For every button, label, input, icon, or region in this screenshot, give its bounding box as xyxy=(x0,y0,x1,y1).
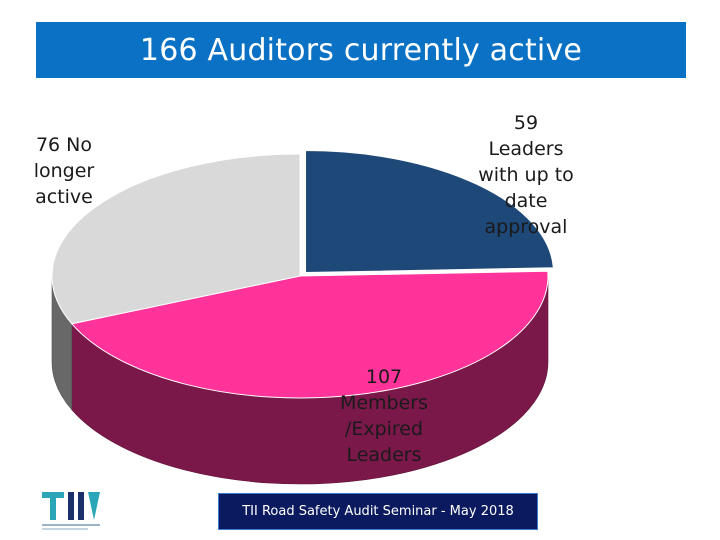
slice-label-no-longer-active: 76 No longer active xyxy=(33,134,95,208)
pie-slice-107-members-expired-leaders xyxy=(70,270,549,399)
slide-title: 166 Auditors currently active xyxy=(139,32,583,68)
pie-slice-59-leaders-with-up-to-date-approval xyxy=(305,150,554,274)
footer-text: TII Road Safety Audit Seminar - May 2018 xyxy=(242,504,514,519)
pie-slices xyxy=(51,150,554,399)
slice-label-leaders: 59 Leaders with up to date approval xyxy=(478,112,574,238)
slice-label-members: 107 Members /Expired Leaders xyxy=(339,366,429,466)
tii-logo xyxy=(42,492,100,530)
title-banner: 166 Auditors currently active xyxy=(36,22,686,78)
footer-banner: TII Road Safety Audit Seminar - May 2018 xyxy=(218,493,538,530)
pie-slice-76-no-longer-active xyxy=(51,153,301,325)
